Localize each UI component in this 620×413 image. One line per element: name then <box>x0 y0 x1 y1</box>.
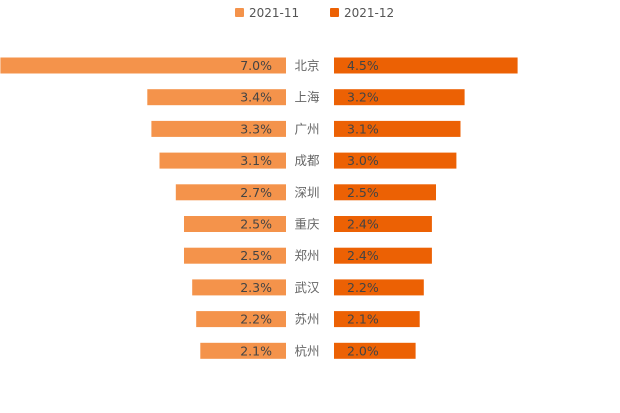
label-2021-11-1: 3.4% <box>240 90 272 105</box>
label-2021-12-4: 2.5% <box>347 185 379 200</box>
label-2021-12-7: 2.2% <box>347 280 379 295</box>
label-2021-11-9: 2.1% <box>240 343 272 358</box>
label-2021-11-8: 2.2% <box>240 312 272 327</box>
label-2021-11-0: 7.0% <box>240 58 272 73</box>
data-labels: 7.0% 4.5% 3.4% 3.2% 3.3% 3.1% 3.1% 3.0% 2.7% 2.5%… <box>240 58 379 358</box>
legend-swatch-2021-12 <box>330 8 339 17</box>
bar-2021-11-5 <box>184 216 286 232</box>
bar-2021-12-1 <box>334 89 465 106</box>
bar-2021-11-0 <box>0 57 287 74</box>
legend-label-2021-11: 2021-11 <box>249 6 299 20</box>
category-label-1: 上海 <box>294 90 320 105</box>
label-2021-11-4: 2.7% <box>240 185 272 200</box>
legend-label-2021-12: 2021-12 <box>344 6 394 20</box>
category-label-2: 广州 <box>294 121 319 136</box>
legend-swatch-2021-11 <box>235 8 244 17</box>
bar-2021-11-6 <box>184 247 286 264</box>
category-label-9: 杭州 <box>294 343 319 358</box>
bar-2021-11-2 <box>151 120 286 137</box>
bar-2021-12-0 <box>334 57 518 74</box>
category-label-3: 成都 <box>294 153 320 168</box>
bar-2021-11-9 <box>200 342 286 359</box>
category-label-7: 武汉 <box>294 280 320 295</box>
label-2021-12-9: 2.0% <box>347 343 379 358</box>
label-2021-11-5: 2.5% <box>240 217 272 232</box>
label-2021-12-0: 4.5% <box>347 58 379 73</box>
category-label-8: 苏州 <box>294 312 319 327</box>
label-2021-11-6: 2.5% <box>240 248 272 263</box>
category-label-6: 郑州 <box>294 248 319 263</box>
label-2021-12-5: 2.4% <box>347 217 379 232</box>
label-2021-11-2: 3.3% <box>240 121 272 136</box>
bar-2021-12-7 <box>334 279 424 296</box>
label-2021-11-3: 3.1% <box>240 153 272 168</box>
bar-2021-11-3 <box>159 152 286 169</box>
bar-2021-12-9 <box>334 342 416 359</box>
bar-2021-12-6 <box>334 247 432 264</box>
bar-2021-11-8 <box>196 311 286 328</box>
legend: 2021-11 2021-12 <box>235 6 394 20</box>
bar-2021-11-1 <box>147 89 286 106</box>
category-label-4: 深圳 <box>294 185 319 200</box>
bar-2021-12-8 <box>334 311 420 328</box>
bar-2021-11-7 <box>192 279 286 296</box>
series-2021-12-bars <box>334 57 518 359</box>
bar-2021-12-3 <box>334 152 457 169</box>
label-2021-12-6: 2.4% <box>347 248 379 263</box>
bar-2021-12-5 <box>334 216 432 232</box>
label-2021-12-2: 3.1% <box>347 121 379 136</box>
label-2021-11-7: 2.3% <box>240 280 272 295</box>
category-label-0: 北京 <box>294 58 319 73</box>
label-2021-12-8: 2.1% <box>347 312 379 327</box>
category-label-5: 重庆 <box>294 217 320 232</box>
bar-2021-11-4 <box>175 184 286 201</box>
bar-2021-12-4 <box>334 184 436 201</box>
label-2021-12-1: 3.2% <box>347 90 379 105</box>
series-2021-11-bars <box>0 57 287 359</box>
label-2021-12-3: 3.0% <box>347 153 379 168</box>
bar-2021-12-2 <box>334 120 461 137</box>
